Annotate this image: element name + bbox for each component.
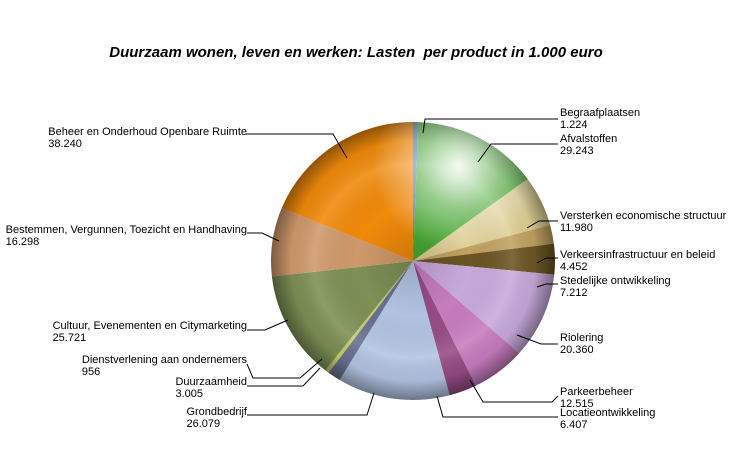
slice-label-parkeerbeheer: Parkeerbeheer 12.515 bbox=[560, 386, 633, 410]
slice-label-value: 25.721 bbox=[52, 332, 87, 344]
slice-label-name: Begraafplaatsen bbox=[560, 107, 641, 119]
slice-label-name: Bestemmen, Vergunnen, Toezicht en Handha… bbox=[5, 224, 247, 236]
slice-label-value: 1.224 bbox=[560, 119, 588, 131]
slice-label-riolering: Riolering 20.360 bbox=[560, 332, 603, 356]
slice-label-name: Verkeersinfrastructuur en beleid bbox=[560, 249, 716, 261]
slice-label-name: Duurzaamheid bbox=[175, 376, 247, 388]
slice-label-name: Locatieontwikkeling bbox=[560, 407, 656, 419]
slice-label-value: 38.240 bbox=[48, 138, 82, 150]
slice-label-name: Versterken economische structuur bbox=[560, 210, 727, 222]
slice-label-name: Parkeerbeheer bbox=[560, 386, 633, 398]
slice-label-versterken-economische-structuur: Versterken economische structuur 11.980 bbox=[560, 210, 726, 234]
chart-title: Duurzaam wonen, leven en werken: Lasten … bbox=[109, 44, 603, 61]
slice-label-cultuur-evenementen-en-citymarketing: Cultuur, Evenementen en Citymarketing 25… bbox=[53, 320, 247, 344]
pie-gloss-overlay bbox=[271, 122, 555, 400]
slice-label-value: 20.360 bbox=[560, 344, 594, 356]
leader-line-stedelijke-ontwikkeling bbox=[536, 283, 558, 288]
slice-label-value: 12.515 bbox=[560, 398, 594, 410]
leader-line-begraafplaatsen bbox=[422, 118, 558, 134]
slice-label-locatieontwikkeling: Locatieontwikkeling 6.407 bbox=[560, 407, 655, 431]
slice-label-value: 4.452 bbox=[560, 261, 588, 273]
leader-line-dienstverlening-aan-ondernemers bbox=[246, 358, 323, 379]
slice-label-stedelijke-ontwikkeling: Stedelijke ontwikkeling 7.212 bbox=[560, 275, 671, 299]
slice-label-value: 956 bbox=[81, 366, 101, 378]
slice-label-grondbedrijf: Grondbedrijf 26.079 bbox=[186, 406, 247, 430]
leader-line-cultuur-evenementen-en-citymarketing bbox=[247, 319, 289, 331]
slice-label-duurzaamheid: Duurzaamheid 3.005 bbox=[175, 376, 247, 400]
slice-label-value: 16.298 bbox=[5, 236, 40, 248]
slice-label-value: 6.407 bbox=[560, 419, 588, 431]
leader-line-duurzaamheid bbox=[247, 367, 321, 387]
leader-line-versterken-economische-structuur bbox=[526, 220, 558, 229]
slice-label-verkeersinfrastructuur-en-beleid: Verkeersinfrastructuur en beleid 4.452 bbox=[560, 249, 715, 273]
slice-label-value: 26.079 bbox=[186, 418, 221, 430]
slice-label-value: 3.005 bbox=[175, 388, 203, 400]
leader-line-parkeerbeheer bbox=[469, 379, 559, 403]
slice-label-begraafplaatsen: Begraafplaatsen 1.224 bbox=[560, 107, 640, 131]
slice-label-afvalstoffen: Afvalstoffen 29.243 bbox=[560, 133, 617, 157]
slice-label-dienstverlening-aan-ondernemers: Dienstverlening aan ondernemers 956 bbox=[82, 354, 247, 378]
leader-line-beheer-en-onderhoud-openbare-ruimte bbox=[246, 133, 348, 159]
leader-line-verkeersinfrastructuur-en-beleid bbox=[536, 257, 558, 264]
slice-label-name: Dienstverlening aan ondernemers bbox=[81, 354, 247, 366]
slice-label-bestemmen-vergunnen-toezicht-en-handhaving: Bestemmen, Vergunnen, Toezicht en Handha… bbox=[6, 224, 247, 248]
slice-label-value: 29.243 bbox=[560, 145, 594, 157]
leader-line-riolering bbox=[516, 334, 558, 345]
leader-line-bestemmen-vergunnen-toezicht-en-handhaving bbox=[247, 232, 280, 242]
slice-label-name: Afvalstoffen bbox=[560, 133, 618, 145]
slice-label-name: Beheer en Onderhoud Openbare Ruimte bbox=[48, 126, 247, 138]
slice-label-name: Cultuur, Evenementen en Citymarketing bbox=[52, 320, 247, 332]
leader-line-grondbedrijf bbox=[247, 392, 375, 416]
slice-label-value: 7.212 bbox=[560, 287, 588, 299]
slice-label-name: Riolering bbox=[560, 332, 604, 344]
leader-line-afvalstoffen bbox=[477, 143, 558, 163]
slice-label-name: Stedelijke ontwikkeling bbox=[560, 275, 671, 287]
slice-label-name: Grondbedrijf bbox=[186, 406, 247, 418]
leader-line-locatieontwikkeling bbox=[436, 395, 558, 418]
slice-label-beheer-en-onderhoud-openbare-ruimte: Beheer en Onderhoud Openbare Ruimte 38.2… bbox=[48, 126, 247, 150]
leader-lines-group bbox=[246, 118, 559, 418]
slice-label-value: 11.980 bbox=[560, 222, 593, 234]
